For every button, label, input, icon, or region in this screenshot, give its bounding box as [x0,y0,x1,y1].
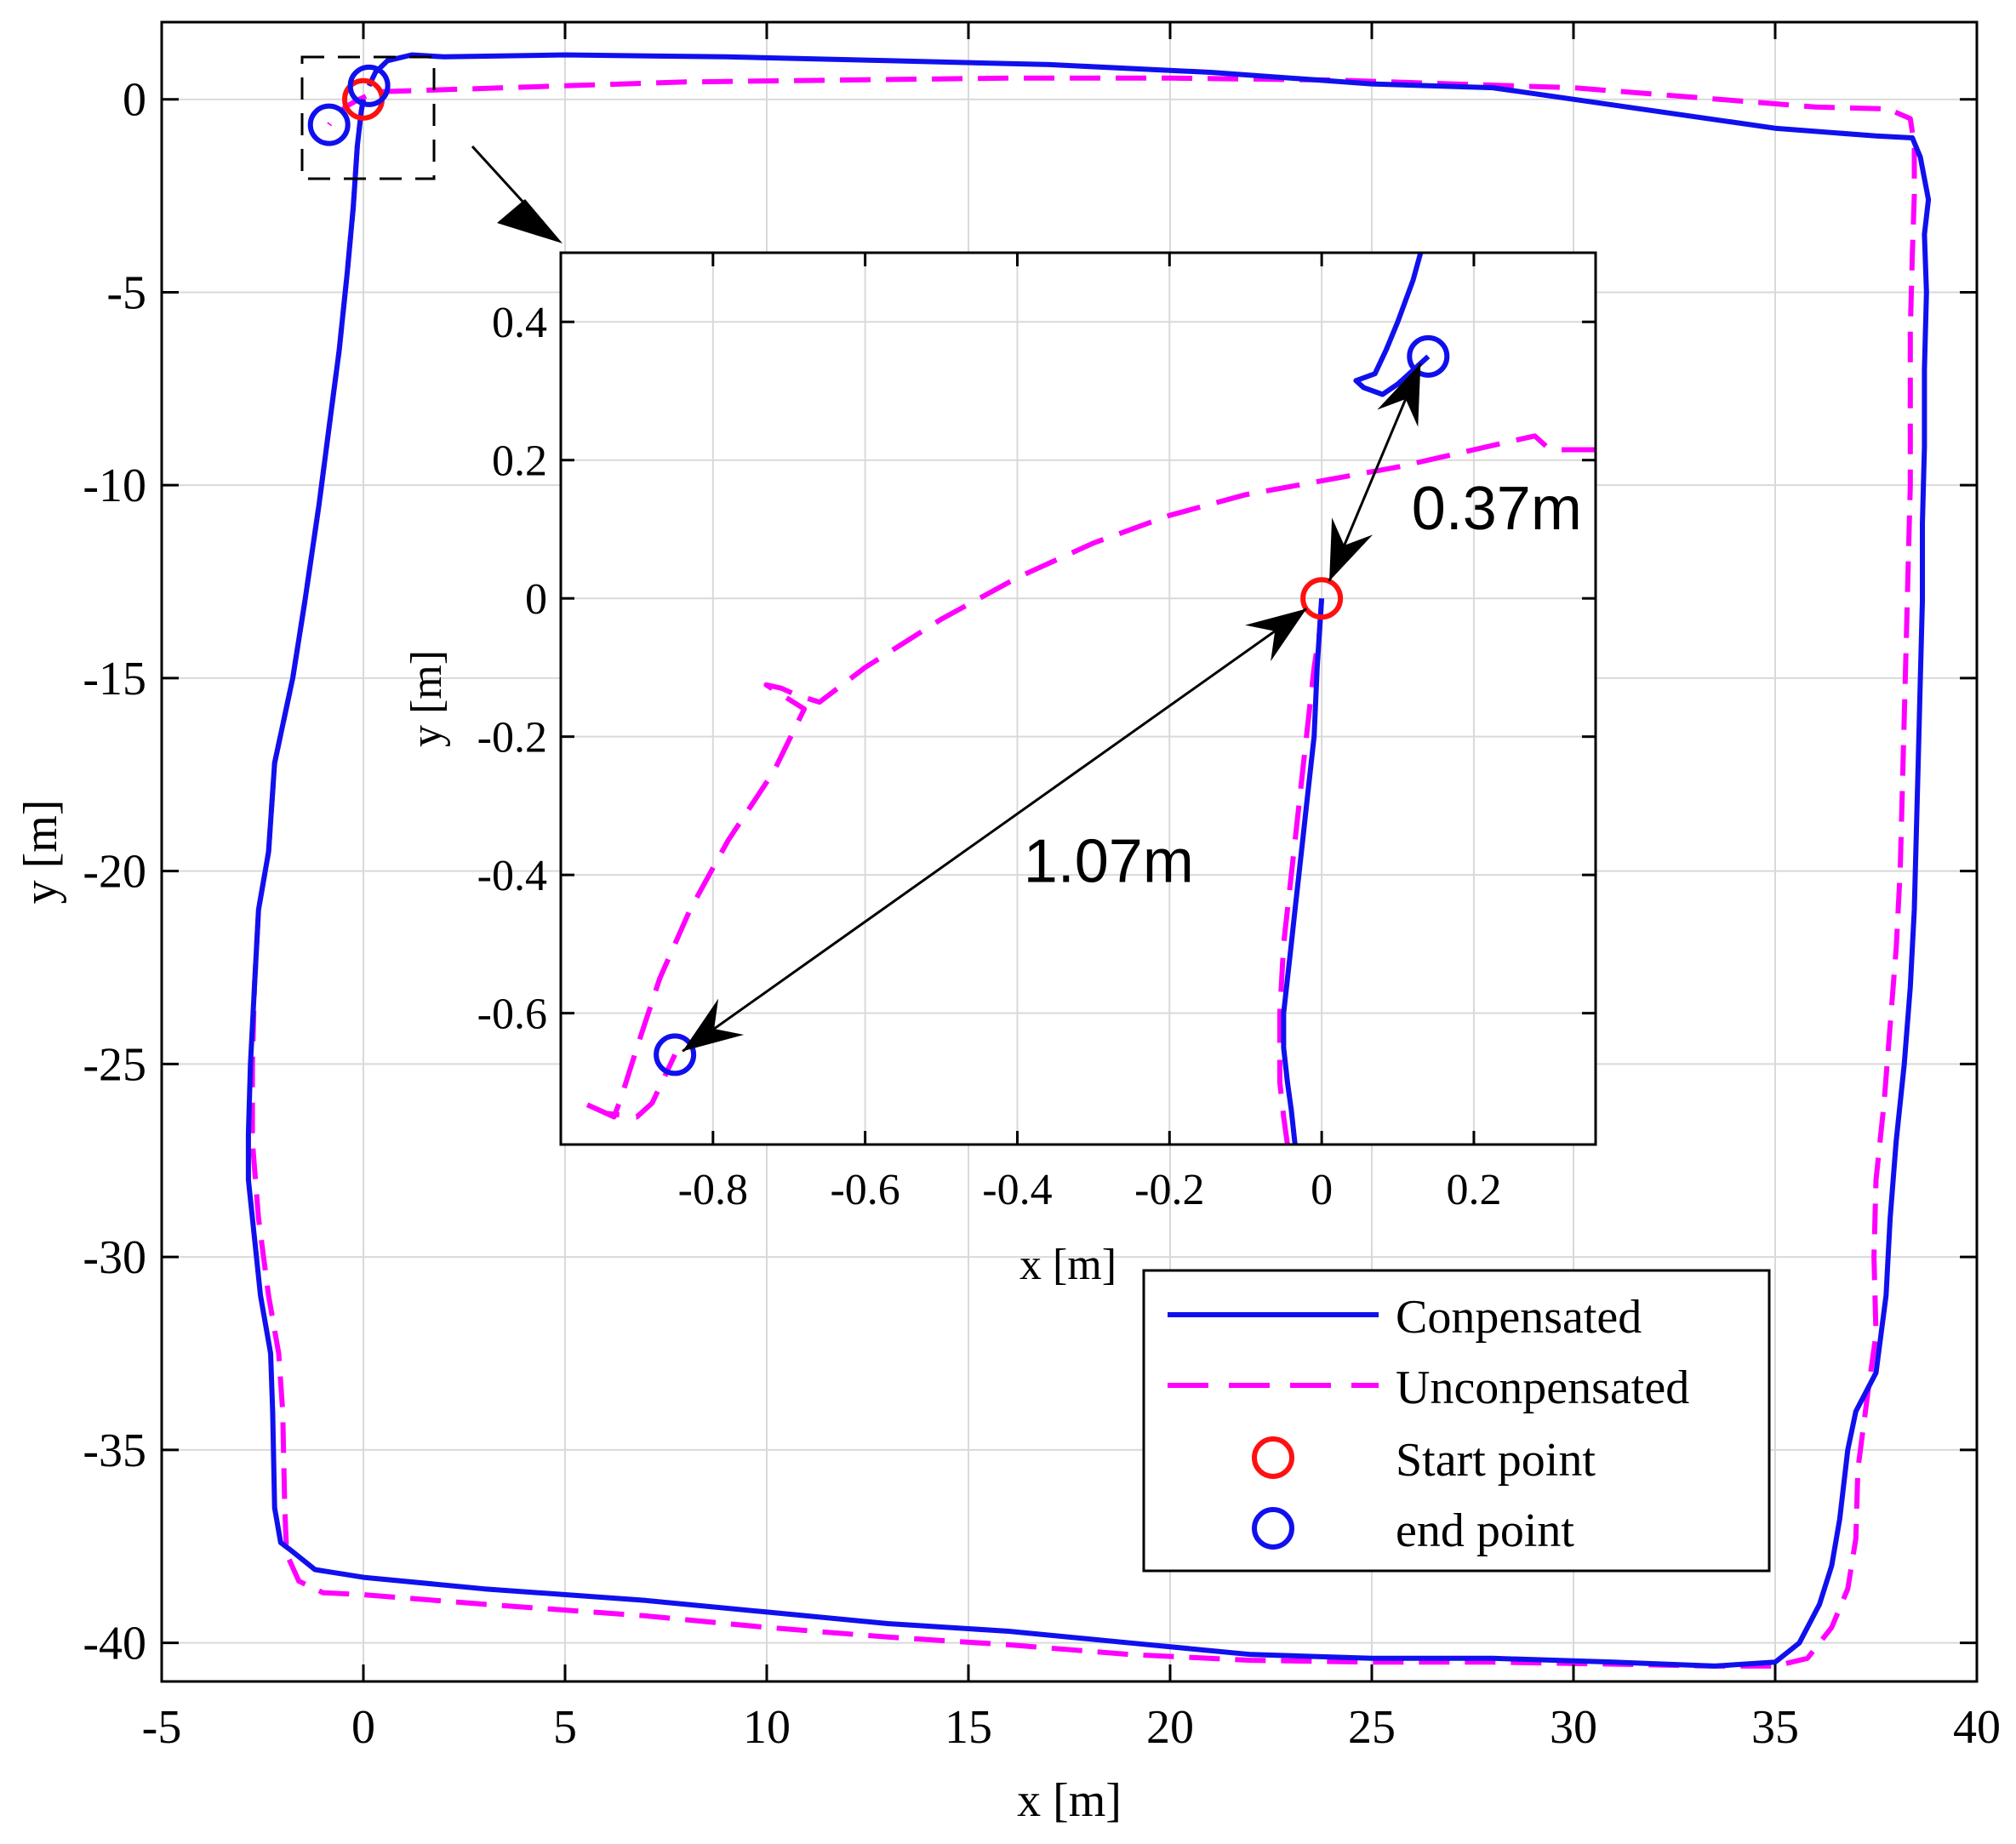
main-y-tick-label: -5 [106,266,146,319]
inset-y-tick-label: 0 [525,575,547,624]
inset-series-unconpensated [580,433,1596,1120]
inset-x-tick-label: 0.2 [1446,1166,1501,1214]
main-y-tick-label: -30 [83,1231,146,1284]
legend-label-start-point: Start point [1396,1434,1596,1487]
legend-label-conpensated: Conpensated [1396,1291,1642,1344]
inset-x-tick-label: -0.4 [982,1166,1052,1214]
annotation-arrowhead [1245,608,1307,662]
inset-y-tick-label: -0.2 [477,714,547,762]
annotation-label: 1.07m [1024,827,1194,895]
main-x-tick-label: 10 [743,1701,791,1754]
main-x-tick-label: 40 [1953,1701,2001,1754]
annotation-arrow-line [682,608,1308,1053]
inset-marker-end-point [1407,334,1450,378]
inset-x-tick-label: -0.6 [830,1166,899,1214]
inset-grid [561,253,1596,1145]
legend-marker-start-point [1252,1436,1294,1479]
main-x-tick-label: 5 [553,1701,577,1754]
main-marker-end-point [347,64,391,107]
inset-x-axis-label: x [m] [1019,1241,1117,1289]
inset-x-tick-label: 0 [1311,1166,1333,1214]
inset-y-axis-label: y [m] [403,650,451,747]
main-y-tick-label: -10 [83,460,146,512]
legend-marker-end-point [1252,1507,1294,1550]
annotation-arrowhead [1329,517,1374,581]
main-y-tick-label: -25 [83,1038,146,1091]
inset-series-conpensated [1281,598,1325,1145]
main-series-conpensated [245,52,1932,1669]
main-x-tick-label: 35 [1751,1701,1799,1754]
main-y-tick-label: -15 [83,653,146,705]
inset-annotations: 0.37m 1.07m [682,363,1582,1053]
inset-x-tick-label: -0.2 [1134,1166,1204,1214]
main-marker-end-point [307,103,351,146]
legend-box [1142,1269,1771,1573]
main-series [245,52,1932,1669]
legend-label-unconpensated: Unconpensated [1396,1362,1689,1414]
annotation-arrowhead [682,998,745,1052]
legend: Conpensated Unconpensated Start point en… [1142,1269,1771,1573]
inset-background [561,253,1596,1145]
inset-marker-start-point [1300,577,1344,620]
inset-y-tick-label: 0.4 [492,299,547,347]
inset-x-tick-label: -0.8 [678,1166,748,1214]
inset-y-tick-label: -0.4 [477,852,547,900]
main-y-tick-label: 0 [123,74,146,127]
zoom-region-box [300,55,436,180]
main-ticks: -5 0 5 10 15 20 25 30 35 40 0 -5 -10 -15 -20 -25 -30 -35 -… [83,22,2001,1754]
inset-axes-frame [559,251,1597,1146]
main-y-axis-label: y [m] [14,800,67,905]
inset-series [580,253,1596,1145]
zoom-arrow-head [497,199,563,243]
main-x-tick-label: 30 [1550,1701,1597,1754]
inset-y-tick-label: -0.6 [477,991,547,1039]
main-x-axis-label: x [m] [1017,1774,1122,1827]
main-x-tick-label: 25 [1348,1701,1396,1754]
main-y-tick-label: -40 [83,1618,146,1670]
inset-marker-end-point [654,1033,697,1076]
annotation-arrow-line [1328,363,1422,582]
main-y-tick-label: -35 [83,1424,146,1477]
main-axes-frame [160,20,1979,1683]
main-x-tick-label: -5 [142,1701,182,1754]
annotation-arrowhead [1377,363,1421,427]
inset-ticks: -0.8 -0.6 -0.4 -0.2 0 0.2 0.4 0.2 0 -0.2 -0.4 -0.6 [477,253,1596,1214]
main-y-tick-label: -20 [83,846,146,899]
main-x-tick-label: 15 [945,1701,992,1754]
inset-series-conpensated [1353,253,1431,397]
annotation-label: 0.37m [1412,475,1582,543]
main-x-tick-label: 0 [351,1701,375,1754]
main-x-tick-label: 20 [1146,1701,1194,1754]
legend-label-end-point: end point [1396,1504,1574,1557]
inset-y-tick-label: 0.2 [492,437,547,486]
zoom-indicator [300,55,563,243]
